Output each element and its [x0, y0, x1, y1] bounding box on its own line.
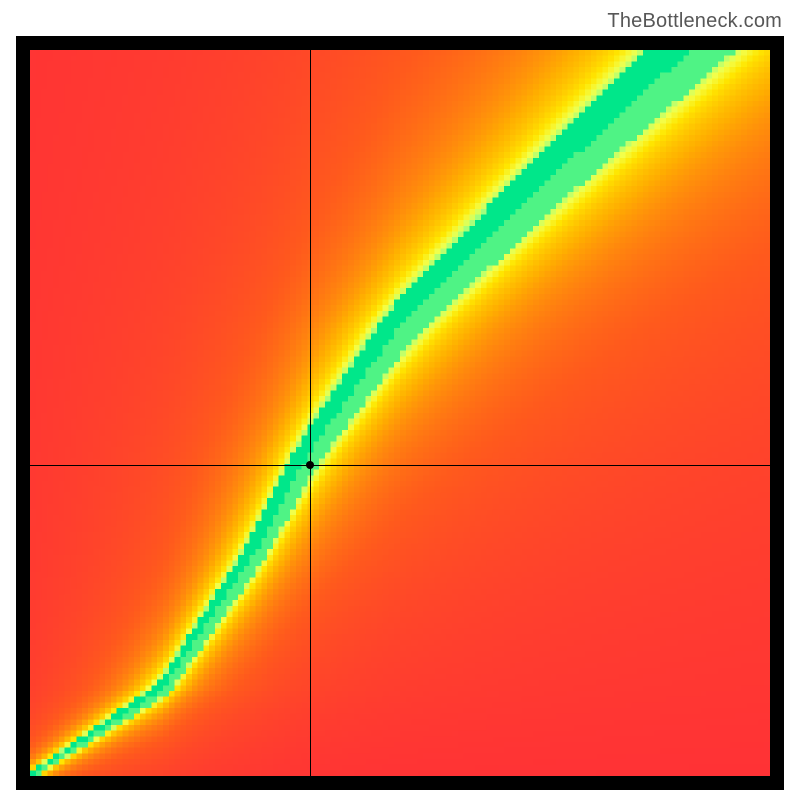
crosshair-vertical [310, 50, 311, 776]
crosshair-marker [306, 461, 314, 469]
crosshair-horizontal [30, 465, 770, 466]
bottleneck-heatmap [30, 50, 770, 776]
watermark-text: TheBottleneck.com [607, 10, 782, 33]
plot-frame [16, 36, 784, 790]
heatmap-canvas [30, 50, 770, 776]
